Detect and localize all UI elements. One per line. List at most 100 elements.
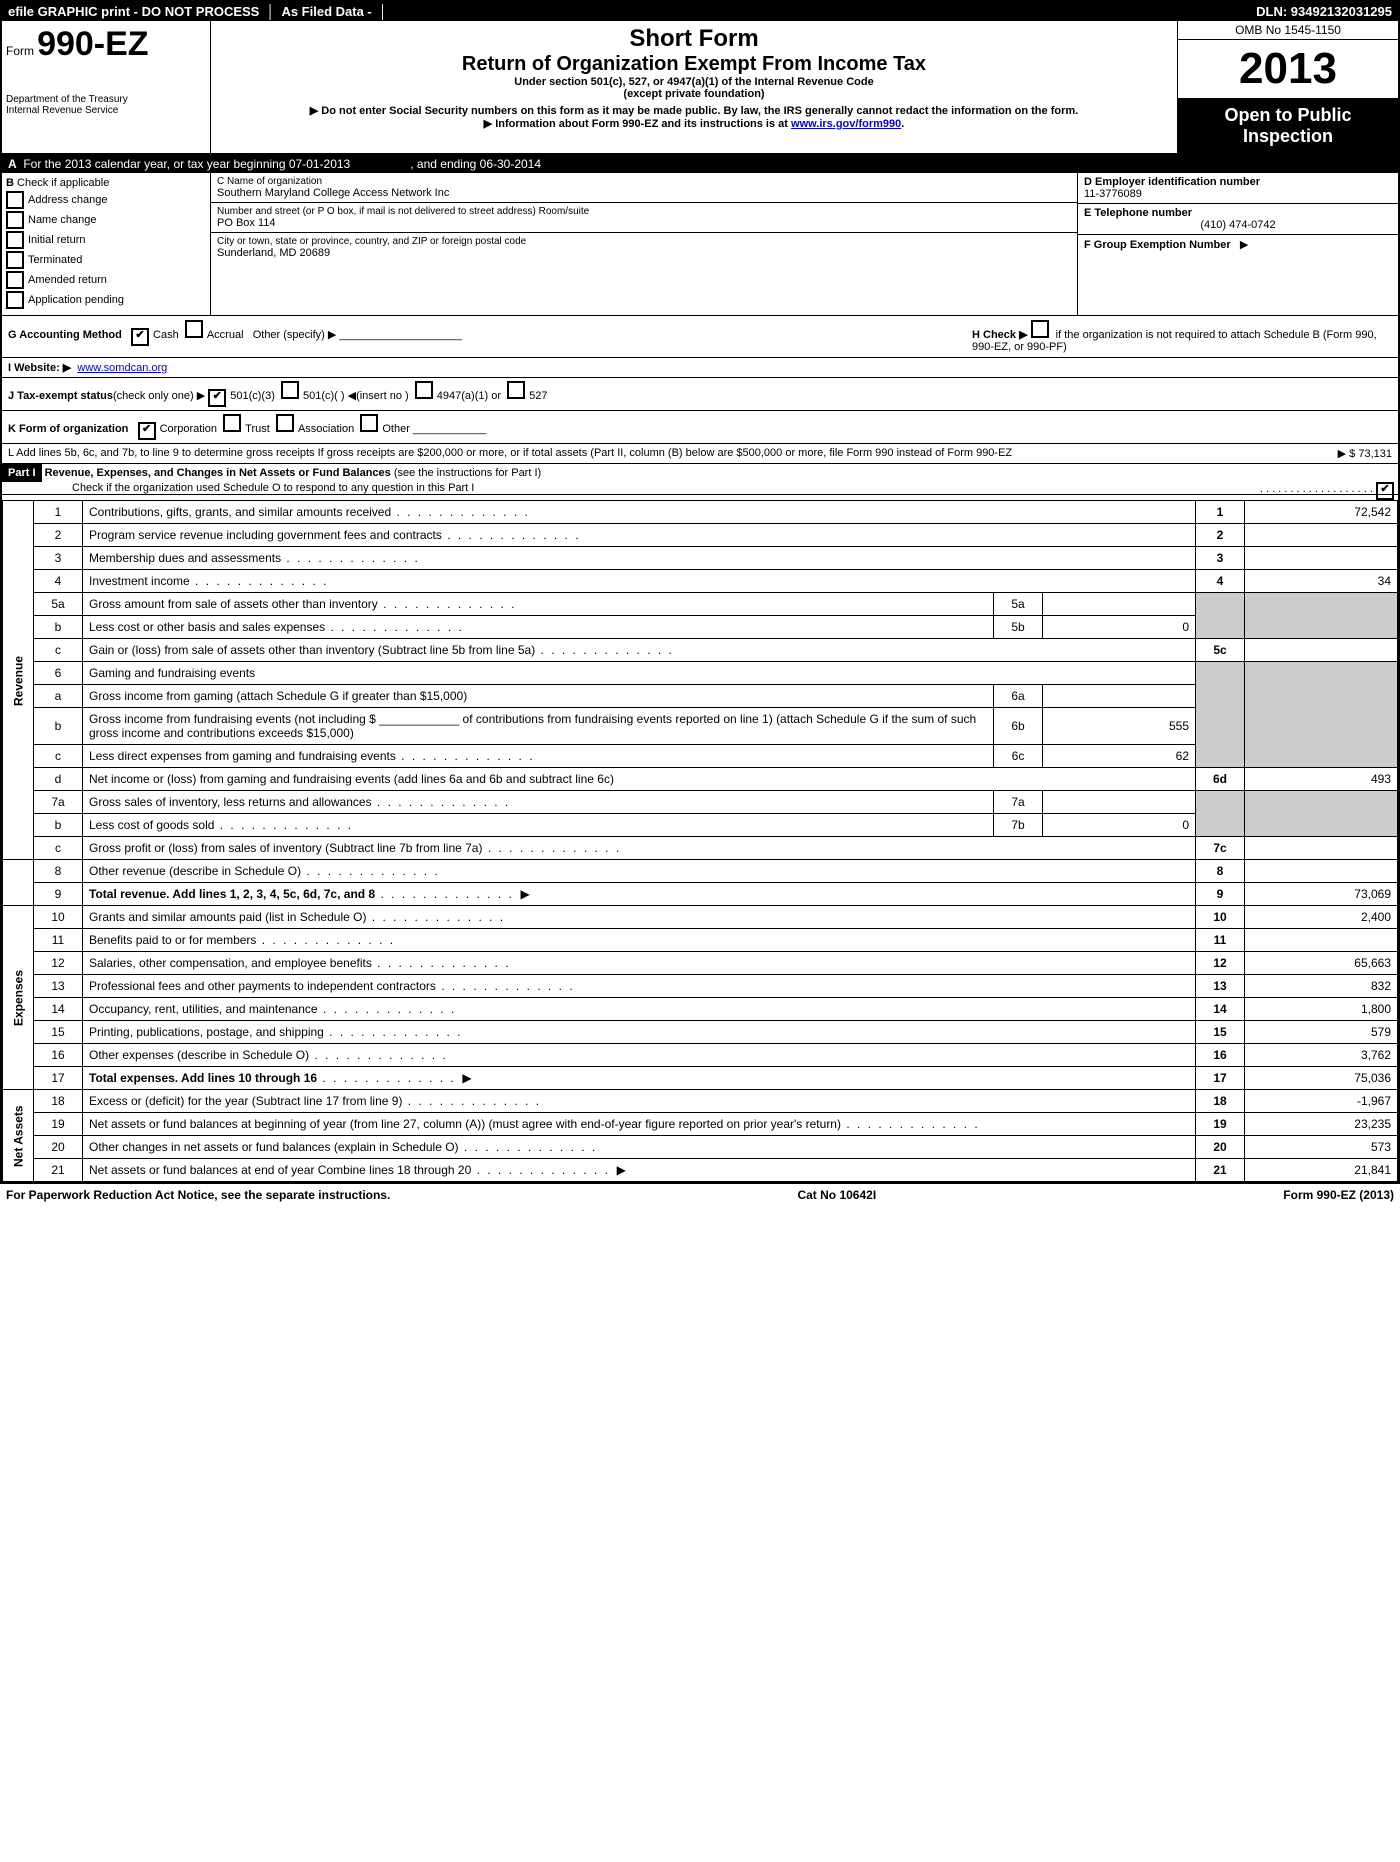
line-2: 2 Program service revenue including gove… [3, 524, 1398, 547]
line-6c: c Less direct expenses from gaming and f… [3, 745, 1398, 768]
accrual-checkbox[interactable] [185, 320, 203, 338]
omb-number: OMB No 1545-1150 [1178, 21, 1398, 40]
line-19: 19 Net assets or fund balances at beginn… [3, 1113, 1398, 1136]
footer: For Paperwork Reduction Act Notice, see … [0, 1184, 1400, 1206]
form-container: efile GRAPHIC print - DO NOT PROCESS │ A… [0, 0, 1400, 1184]
ein: 11-3776089 [1084, 188, 1392, 200]
line-20-amount: 573 [1245, 1136, 1398, 1159]
h-check: H Check ▶ if the organization is not req… [972, 320, 1392, 353]
check-address[interactable]: Address change [6, 191, 206, 209]
line-11: 11 Benefits paid to or for members 11 [3, 929, 1398, 952]
form-number-cell: Form 990-EZ Department of the Treasury I… [2, 21, 211, 153]
line-21-amount: 21,841 [1245, 1159, 1398, 1182]
sub4: ▶ Information about Form 990-EZ and its … [215, 117, 1173, 130]
check-amended[interactable]: Amended return [6, 271, 206, 289]
line-4-amount: 34 [1245, 570, 1398, 593]
line-7b: b Less cost of goods sold 7b 0 [3, 814, 1398, 837]
line-1-amount: 72,542 [1245, 501, 1398, 524]
line-18-amount: -1,967 [1245, 1090, 1398, 1113]
line-5b-amount: 0 [1043, 616, 1196, 639]
k-assoc-checkbox[interactable] [276, 414, 294, 432]
line-12: 12 Salaries, other compensation, and emp… [3, 952, 1398, 975]
j-4947-checkbox[interactable] [415, 381, 433, 399]
footer-middle: Cat No 10642I [797, 1188, 876, 1202]
line-7b-amount: 0 [1043, 814, 1196, 837]
main-table: Revenue 1 Contributions, gifts, grants, … [2, 500, 1398, 1182]
sub2: (except private foundation) [215, 88, 1173, 100]
line-20: 20 Other changes in net assets or fund b… [3, 1136, 1398, 1159]
telephone: (410) 474-0742 [1084, 219, 1392, 231]
footer-right: Form 990-EZ (2013) [1283, 1188, 1394, 1202]
check-initial[interactable]: Initial return [6, 231, 206, 249]
line-6b-amount: 555 [1043, 708, 1196, 745]
line-13: 13 Professional fees and other payments … [3, 975, 1398, 998]
row-g-h: G Accounting Method ✔Cash Accrual Other … [2, 316, 1398, 358]
line-6c-amount: 62 [1043, 745, 1196, 768]
dln-label: DLN: 93492132031295 [1256, 4, 1392, 19]
line-10-amount: 2,400 [1245, 906, 1398, 929]
accounting-method: G Accounting Method ✔Cash Accrual Other … [8, 320, 462, 353]
j-501c-checkbox[interactable] [281, 381, 299, 399]
form-number: 990-EZ [37, 25, 149, 63]
row-i: I Website: ▶ www.somdcan.org [2, 358, 1398, 378]
check-pending[interactable]: Application pending [6, 291, 206, 309]
top-bar: efile GRAPHIC print - DO NOT PROCESS │ A… [2, 2, 1398, 21]
line-19-amount: 23,235 [1245, 1113, 1398, 1136]
line-7a: 7a Gross sales of inventory, less return… [3, 791, 1398, 814]
gross-receipts: ▶ $ 73,131 [1318, 447, 1392, 460]
org-address: PO Box 114 [217, 217, 1071, 229]
part-i-header: Part I Revenue, Expenses, and Changes in… [2, 464, 1398, 495]
org-name: Southern Maryland College Access Network… [217, 187, 1071, 199]
expenses-label: Expenses [3, 906, 34, 1090]
line-1: Revenue 1 Contributions, gifts, grants, … [3, 501, 1398, 524]
sub3: ▶ Do not enter Social Security numbers o… [215, 104, 1173, 117]
info-link[interactable]: www.irs.gov/form990 [791, 118, 901, 130]
info-grid: B Check if applicable Address change Nam… [2, 173, 1398, 316]
line-13-amount: 832 [1245, 975, 1398, 998]
website-link[interactable]: www.somdcan.org [77, 362, 167, 374]
footer-left: For Paperwork Reduction Act Notice, see … [6, 1188, 390, 1202]
tax-year: 2013 [1178, 40, 1398, 99]
line-15: 15 Printing, publications, postage, and … [3, 1021, 1398, 1044]
check-name[interactable]: Name change [6, 211, 206, 229]
k-other-checkbox[interactable] [360, 414, 378, 432]
j-527-checkbox[interactable] [507, 381, 525, 399]
line-12-amount: 65,663 [1245, 952, 1398, 975]
row-j: J Tax-exempt status(check only one) ▶ ✔5… [2, 378, 1398, 411]
k-corp-checkbox[interactable]: ✔ [138, 422, 156, 440]
line-6d-amount: 493 [1245, 768, 1398, 791]
section-d: D Employer identification number 11-3776… [1078, 173, 1398, 315]
line-18: Net Assets 18 Excess or (deficit) for th… [3, 1090, 1398, 1113]
h-checkbox[interactable] [1031, 320, 1049, 338]
line-4: 4 Investment income 4 34 [3, 570, 1398, 593]
cash-checkbox[interactable]: ✔ [131, 328, 149, 346]
short-form-title: Short Form [215, 25, 1173, 53]
line-5c: c Gain or (loss) from sale of assets oth… [3, 639, 1398, 662]
part-i-checkbox[interactable]: ✔ [1376, 482, 1394, 500]
line-17: 17 Total expenses. Add lines 10 through … [3, 1067, 1398, 1090]
k-trust-checkbox[interactable] [223, 414, 241, 432]
line-9: 9 Total revenue. Add lines 1, 2, 3, 4, 5… [3, 883, 1398, 906]
line-15-amount: 579 [1245, 1021, 1398, 1044]
line-10: Expenses 10 Grants and similar amounts p… [3, 906, 1398, 929]
efile-label: efile GRAPHIC print - DO NOT PROCESS │ A… [8, 4, 387, 19]
main-title: Return of Organization Exempt From Incom… [215, 53, 1173, 76]
row-k: K Form of organization ✔Corporation Trus… [2, 411, 1398, 444]
line-5a: 5a Gross amount from sale of assets othe… [3, 593, 1398, 616]
line-21: 21 Net assets or fund balances at end of… [3, 1159, 1398, 1182]
open-public: Open to Public Inspection [1178, 99, 1398, 153]
check-terminated[interactable]: Terminated [6, 251, 206, 269]
line-6: 6 Gaming and fundraising events [3, 662, 1398, 685]
line-7c: c Gross profit or (loss) from sales of i… [3, 837, 1398, 860]
line-9-amount: 73,069 [1245, 883, 1398, 906]
line-14: 14 Occupancy, rent, utilities, and maint… [3, 998, 1398, 1021]
section-a: A For the 2013 calendar year, or tax yea… [2, 155, 1398, 173]
sub1: Under section 501(c), 527, or 4947(a)(1)… [215, 76, 1173, 88]
line-16-amount: 3,762 [1245, 1044, 1398, 1067]
line-6b: b Gross income from fundraising events (… [3, 708, 1398, 745]
dept-text: Department of the Treasury Internal Reve… [6, 94, 206, 116]
line-14-amount: 1,800 [1245, 998, 1398, 1021]
title-cell: Short Form Return of Organization Exempt… [211, 21, 1177, 153]
line-6d: d Net income or (loss) from gaming and f… [3, 768, 1398, 791]
j-501c3-checkbox[interactable]: ✔ [208, 389, 226, 407]
